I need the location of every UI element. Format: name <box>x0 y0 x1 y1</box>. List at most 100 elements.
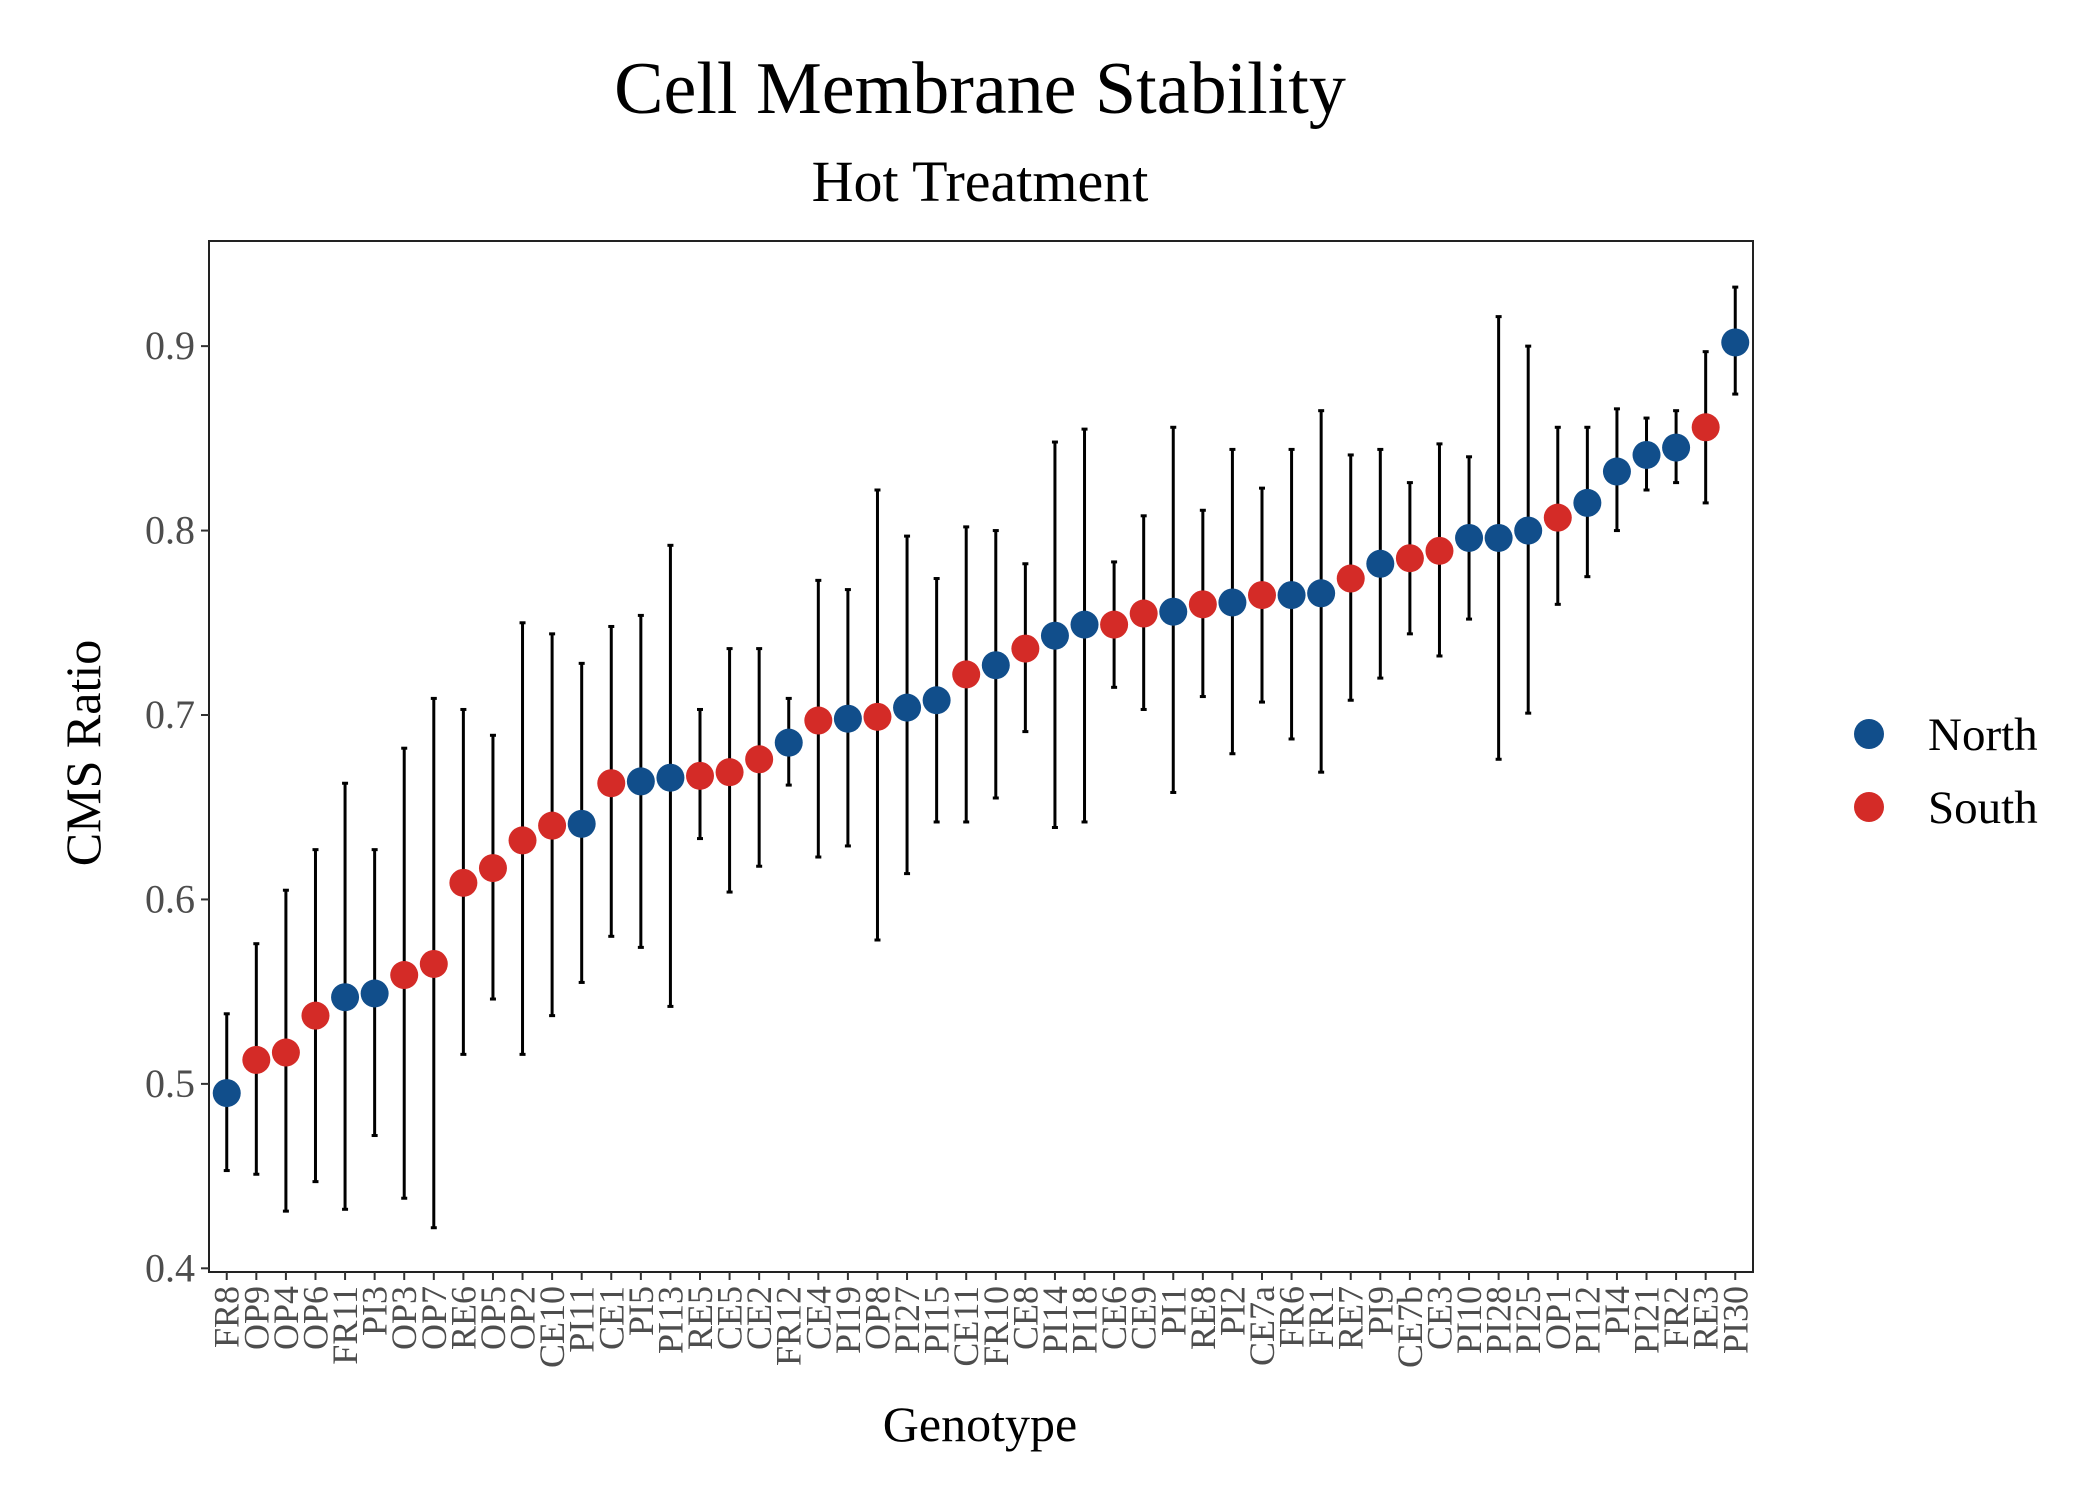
x-tick-label: PI18 <box>1065 1286 1105 1354</box>
x-tick-label: CE8 <box>1005 1286 1045 1350</box>
plot-area: 0.4 0.5 0.6 0.7 0.8 0.9 FR8OP9OP4OP6FR11PI3OP3… <box>145 240 1755 1368</box>
data-point <box>242 1045 271 1074</box>
data-point <box>1543 503 1572 532</box>
x-tick-label: CE2 <box>739 1286 779 1350</box>
x-tick-label: CE3 <box>1419 1286 1459 1350</box>
data-point <box>1366 549 1395 578</box>
data-point <box>1100 610 1129 639</box>
x-tick-label: RE3 <box>1686 1286 1726 1350</box>
data-point <box>271 1038 300 1067</box>
data-point <box>538 811 567 840</box>
y-tick-label: 0.7 <box>145 692 195 737</box>
data-point <box>1247 581 1276 610</box>
x-tick-label: CE7a <box>1242 1286 1282 1366</box>
x-tick-label: CE5 <box>710 1286 750 1350</box>
legend: North South <box>1854 709 2038 834</box>
data-point <box>715 758 744 787</box>
x-tick-label: PI28 <box>1479 1286 1519 1354</box>
data-point <box>833 704 862 733</box>
x-tick-label: PI9 <box>1360 1286 1400 1336</box>
x-tick-label: PI5 <box>621 1286 661 1336</box>
x-tick-label: PI19 <box>828 1286 868 1354</box>
x-tick-label: OP1 <box>1538 1286 1578 1350</box>
x-tick-label: FR1 <box>1301 1286 1341 1348</box>
data-point <box>922 686 951 715</box>
data-point <box>863 702 892 731</box>
legend-key <box>1854 792 1884 822</box>
x-tick-label: PI30 <box>1715 1286 1755 1354</box>
x-tick-label: FR11 <box>325 1286 365 1365</box>
x-tick-label: OP2 <box>503 1286 543 1350</box>
y-tick-label: 0.6 <box>145 876 195 921</box>
x-tick-label: CE6 <box>1094 1286 1134 1350</box>
x-tick-label: RE6 <box>443 1286 483 1350</box>
data-point <box>1484 523 1513 552</box>
y-tick-label: 0.9 <box>145 323 195 368</box>
data-point <box>745 745 774 774</box>
y-tick-label: 0.4 <box>145 1245 195 1290</box>
data-point <box>331 983 360 1012</box>
data-point <box>1602 457 1631 486</box>
data-point <box>419 949 448 978</box>
data-point <box>360 979 389 1008</box>
data-point <box>1040 621 1069 650</box>
chart-title: Cell Membrane Stability <box>614 48 1346 130</box>
x-tick-label: FR12 <box>769 1286 809 1366</box>
data-point <box>390 961 419 990</box>
x-tick-label: FR6 <box>1272 1286 1312 1348</box>
y-tick-label: 0.5 <box>145 1061 195 1106</box>
data-point <box>1455 523 1484 552</box>
x-tick-label: CE1 <box>591 1286 631 1350</box>
data-point <box>1070 610 1099 639</box>
x-tick-label: PI3 <box>355 1286 395 1336</box>
data-point <box>1425 536 1454 565</box>
data-point <box>893 693 922 722</box>
plot-panel-border <box>208 240 1754 1273</box>
x-tick-label: CE4 <box>798 1286 838 1350</box>
data-point <box>1307 579 1336 608</box>
data-point <box>804 706 833 735</box>
data-point <box>1159 597 1188 626</box>
data-point <box>1277 581 1306 610</box>
x-tick-label: OP4 <box>266 1286 306 1350</box>
legend-label: South <box>1928 782 2038 834</box>
data-point <box>981 651 1010 680</box>
x-tick-label: RE7 <box>1331 1286 1371 1350</box>
data-point <box>508 826 537 855</box>
x-tick-label: PI1 <box>1153 1286 1193 1336</box>
x-tick-label: CE10 <box>532 1286 572 1368</box>
y-tick-label: 0.8 <box>145 508 195 553</box>
legend-label: North <box>1928 709 2038 761</box>
x-tick-label: RE5 <box>680 1286 720 1350</box>
data-point <box>1573 488 1602 517</box>
x-tick-label: OP8 <box>857 1286 897 1350</box>
x-tick-label: PI12 <box>1567 1286 1607 1354</box>
x-tick-label: FR2 <box>1656 1286 1696 1348</box>
chart-subtitle: Hot Treatment <box>812 149 1149 214</box>
data-point <box>478 854 507 883</box>
x-tick-label: PI4 <box>1597 1286 1637 1336</box>
x-tick-label: OP3 <box>384 1286 424 1350</box>
data-point <box>1011 634 1040 663</box>
y-axis-title: CMS Ratio <box>55 640 111 866</box>
data-point <box>656 763 685 792</box>
x-tick-label: CE9 <box>1124 1286 1164 1350</box>
x-tick-label: OP7 <box>414 1286 454 1350</box>
data-point <box>1632 440 1661 469</box>
legend-key <box>1854 719 1884 749</box>
data-point <box>1129 599 1158 628</box>
data-point <box>1188 590 1217 619</box>
x-tick-label: CE11 <box>946 1286 986 1367</box>
x-tick-label: PI25 <box>1508 1286 1548 1354</box>
x-tick-label: FR8 <box>207 1286 247 1348</box>
x-tick-label: PI27 <box>887 1286 927 1354</box>
x-tick-label: RE8 <box>1183 1286 1223 1350</box>
data-point <box>1691 413 1720 442</box>
data-point <box>952 660 981 689</box>
data-point <box>1218 588 1247 617</box>
x-tick-label: PI2 <box>1212 1286 1252 1336</box>
data-point <box>567 809 596 838</box>
data-point <box>212 1079 241 1108</box>
